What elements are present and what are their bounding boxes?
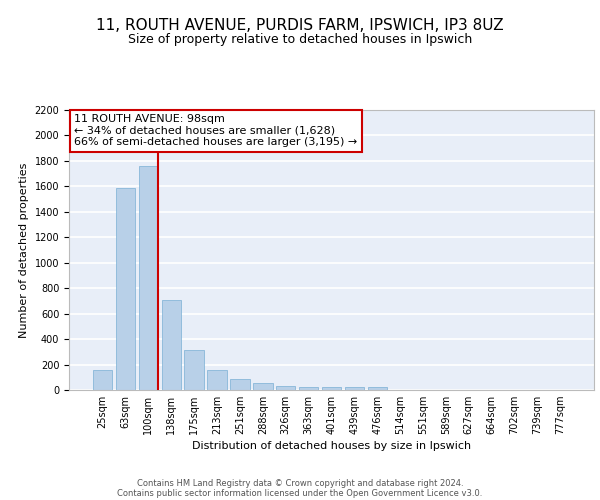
- Y-axis label: Number of detached properties: Number of detached properties: [19, 162, 29, 338]
- Bar: [276, 386, 295, 390]
- Text: Size of property relative to detached houses in Ipswich: Size of property relative to detached ho…: [128, 32, 472, 46]
- Bar: [253, 383, 272, 390]
- X-axis label: Distribution of detached houses by size in Ipswich: Distribution of detached houses by size …: [192, 442, 471, 452]
- Bar: [139, 166, 158, 390]
- Bar: [161, 300, 181, 390]
- Text: 11 ROUTH AVENUE: 98sqm
← 34% of detached houses are smaller (1,628)
66% of semi-: 11 ROUTH AVENUE: 98sqm ← 34% of detached…: [74, 114, 358, 148]
- Bar: [184, 350, 204, 390]
- Bar: [116, 188, 135, 390]
- Bar: [322, 388, 341, 390]
- Bar: [93, 370, 112, 390]
- Bar: [344, 388, 364, 390]
- Bar: [208, 370, 227, 390]
- Bar: [230, 379, 250, 390]
- Bar: [299, 387, 319, 390]
- Text: Contains public sector information licensed under the Open Government Licence v3: Contains public sector information licen…: [118, 488, 482, 498]
- Text: 11, ROUTH AVENUE, PURDIS FARM, IPSWICH, IP3 8UZ: 11, ROUTH AVENUE, PURDIS FARM, IPSWICH, …: [96, 18, 504, 32]
- Text: Contains HM Land Registry data © Crown copyright and database right 2024.: Contains HM Land Registry data © Crown c…: [137, 478, 463, 488]
- Bar: [368, 388, 387, 390]
